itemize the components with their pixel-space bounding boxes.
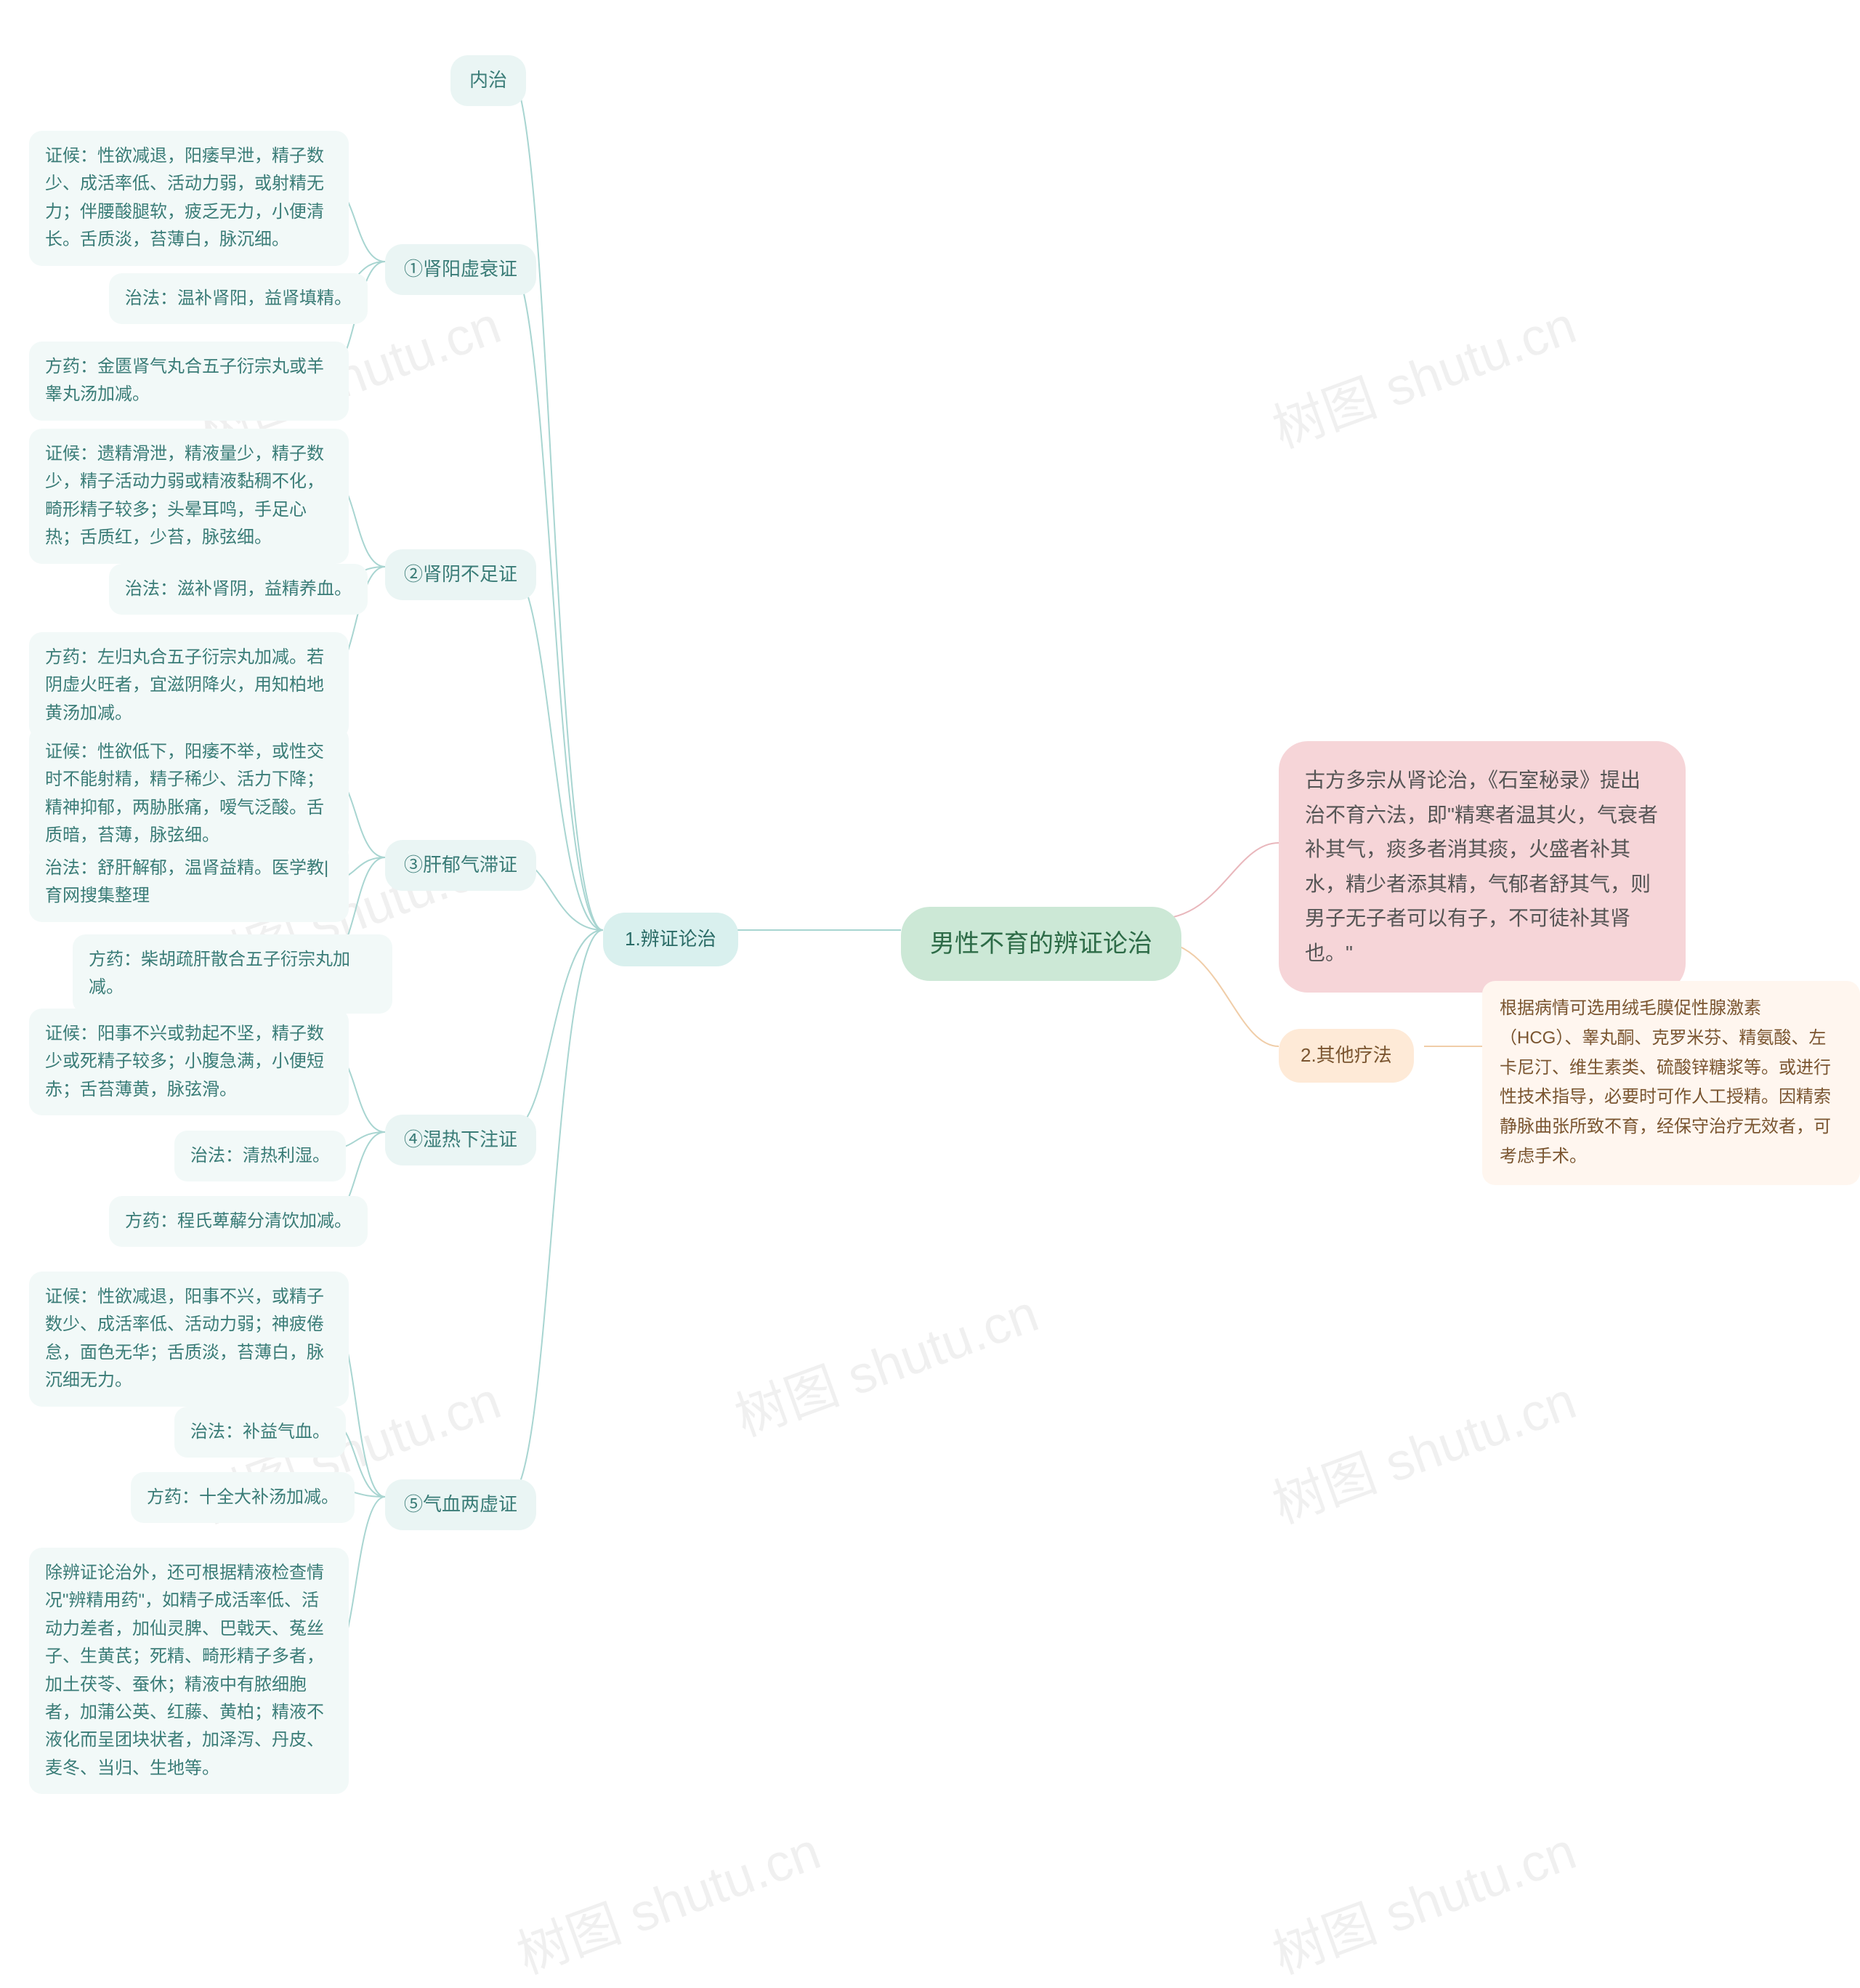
pattern-5: ⑤气血两虚证 <box>385 1479 536 1530</box>
branch-other-therapy: 2.其他疗法 <box>1279 1029 1414 1083</box>
pattern-2-formula: 方药：左归丸合五子衍宗丸加减。若阴虚火旺者，宜滋阴降火，用知柏地黄汤加减。 <box>29 632 349 739</box>
center-node: 男性不育的辨证论治 <box>901 907 1181 981</box>
watermark: 树图 shutu.cn <box>1261 1809 1585 1988</box>
other-therapy-detail: 根据病情可选用绒毛膜促性腺激素（HCG）、睾丸酮、克罗米芬、精氨酸、左卡尼汀、维… <box>1482 981 1860 1185</box>
pattern-1-symptom: 证候：性欲减退，阳痿早泄，精子数少、成活率低、活动力弱，或射精无力；伴腰酸腿软，… <box>29 131 349 266</box>
pattern-3-formula: 方药：柴胡疏肝散合五子衍宗丸加减。 <box>73 934 392 1014</box>
pattern-4-symptom: 证候：阳事不兴或勃起不坚，精子数少或死精子较多；小腹急满，小便短赤；舌苔薄黄，脉… <box>29 1009 349 1115</box>
watermark: 树图 shutu.cn <box>505 1809 829 1988</box>
branch-quote: 古方多宗从肾论治，《石室秘录》提出治不育六法，即"精寒者温其火，气衰者补其气，痰… <box>1279 741 1686 993</box>
node-neizhi: 内治 <box>450 55 526 106</box>
pattern-2-symptom: 证候：遗精滑泄，精液量少，精子数少，精子活动力弱或精液黏稠不化，畸形精子较多；头… <box>29 429 349 564</box>
watermark: 树图 shutu.cn <box>723 1271 1047 1451</box>
pattern-3-treat: 治法：舒肝解郁，温肾益精。医学教|育网搜集整理 <box>29 843 349 922</box>
pattern-4: ④湿热下注证 <box>385 1115 536 1165</box>
watermark: 树图 shutu.cn <box>1261 283 1585 463</box>
pattern-5-symptom: 证候：性欲减退，阳事不兴，或精子数少、成活率低、活动力弱；神疲倦怠，面色无华；舌… <box>29 1272 349 1407</box>
pattern-4-treat: 治法：清热利湿。 <box>174 1131 346 1181</box>
pattern-1-treat: 治法：温补肾阳，益肾填精。 <box>109 273 368 324</box>
pattern-1-formula: 方药：金匮肾气丸合五子衍宗丸或羊睾丸汤加减。 <box>29 342 349 421</box>
pattern-2: ②肾阴不足证 <box>385 549 536 600</box>
pattern-1: ①肾阳虚衰证 <box>385 244 536 295</box>
pattern-2-treat: 治法：滋补肾阴，益精养血。 <box>109 564 368 615</box>
pattern-3: ③肝郁气滞证 <box>385 840 536 891</box>
branch-dialectical: 1.辨证论治 <box>603 913 738 966</box>
pattern-3-symptom: 证候：性欲低下，阳痿不举，或性交时不能射精，精子稀少、活力下降；精神抑郁，两胁胀… <box>29 727 349 862</box>
pattern-5-treat: 治法：补益气血。 <box>174 1407 346 1458</box>
pattern-5-formula: 方药：十全大补汤加减。 <box>131 1472 355 1523</box>
pattern-4-formula: 方药：程氏萆薢分清饮加减。 <box>109 1196 368 1247</box>
watermark: 树图 shutu.cn <box>1261 1358 1585 1538</box>
pattern-5-extra: 除辨证论治外，还可根据精液检查情况"辨精用药"，如精子成活率低、活动力差者，加仙… <box>29 1548 349 1794</box>
